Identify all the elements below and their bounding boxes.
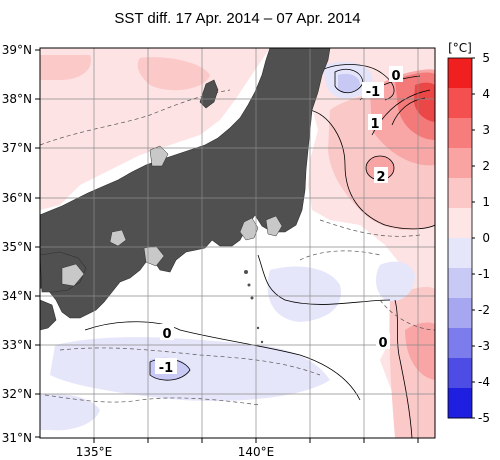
lat-tick-label: 32°N bbox=[2, 387, 32, 401]
contour-line bbox=[379, 299, 435, 331]
colorbar-tick-label: 0 bbox=[482, 231, 490, 245]
colorbar-swatch bbox=[448, 148, 472, 179]
colorbar-tick-label: -1 bbox=[478, 267, 490, 281]
honshu-landmass bbox=[40, 48, 331, 319]
contour-line bbox=[84, 321, 361, 401]
colorbar-swatch bbox=[448, 388, 472, 419]
colorbar-swatch bbox=[448, 178, 472, 209]
lat-tick-label: 36°N bbox=[2, 191, 32, 205]
contour-label: -1 bbox=[159, 361, 173, 376]
latitude-labels: 39°N 38°N 37°N 36°N 35°N 34°N 33°N 32°N … bbox=[2, 43, 32, 445]
lat-tick-label: 34°N bbox=[2, 289, 32, 303]
contour-label: 0 bbox=[391, 69, 400, 84]
lat-tick-label: 37°N bbox=[2, 141, 32, 155]
contour-line bbox=[394, 299, 413, 438]
island bbox=[250, 296, 254, 300]
colorbar-swatch bbox=[448, 208, 472, 239]
colorbar-labels: 5 4 3 2 1 0 -1 -2 -3 -4 -5 bbox=[472, 51, 490, 425]
colorbar-swatch bbox=[448, 268, 472, 299]
bay bbox=[61, 263, 85, 287]
colorbar-swatch bbox=[448, 358, 472, 389]
contour-line bbox=[257, 254, 391, 305]
colorbar-tick-label: -3 bbox=[478, 339, 490, 353]
lake bbox=[109, 229, 127, 247]
bay bbox=[143, 245, 165, 267]
longitude-labels: 135°E 140°E bbox=[76, 445, 275, 459]
map-area: 0 -1 1 2 0 -1 0 bbox=[40, 48, 435, 438]
bay bbox=[265, 215, 283, 237]
map-frame bbox=[39, 47, 436, 439]
colorbar-swatch bbox=[448, 328, 472, 359]
lon-tick-label: 135°E bbox=[76, 445, 113, 459]
bay bbox=[239, 217, 259, 241]
lat-tick-label: 38°N bbox=[2, 92, 32, 106]
colorbar-tick-label: -4 bbox=[478, 375, 490, 389]
colorbar-tick-label: 3 bbox=[482, 123, 490, 137]
small-islands bbox=[244, 270, 264, 344]
island bbox=[260, 340, 264, 344]
colorbar-swatch bbox=[448, 88, 472, 119]
map-title: SST diff. 17 Apr. 2014 – 07 Apr. 2014 bbox=[114, 10, 361, 27]
lake bbox=[149, 145, 169, 167]
contour-line bbox=[299, 250, 381, 261]
graticule bbox=[40, 48, 435, 438]
lon-tick-label: 140°E bbox=[238, 445, 275, 459]
contour-line bbox=[309, 109, 435, 230]
contour-line bbox=[317, 64, 395, 101]
colorbar-tick-label: 2 bbox=[482, 159, 490, 173]
colorbar: [°C] 5 4 3 2 1 0 -1 -2 -3 -4 -5 bbox=[447, 41, 490, 425]
kyushu-landmass bbox=[40, 299, 57, 331]
contour-line bbox=[319, 219, 421, 237]
island bbox=[244, 270, 248, 274]
lat-tick-label: 33°N bbox=[2, 338, 32, 352]
contour-label: 2 bbox=[376, 170, 385, 185]
colorbar-tick-label: 4 bbox=[482, 87, 490, 101]
inland-water bbox=[61, 145, 283, 287]
sado-island bbox=[199, 79, 219, 109]
lat-tick-label: 31°N bbox=[2, 431, 32, 445]
island bbox=[256, 326, 260, 330]
colorbar-swatch bbox=[448, 238, 472, 269]
cold-anomaly-field bbox=[40, 62, 415, 431]
contour-label: 0 bbox=[162, 327, 171, 342]
tick-marks bbox=[35, 49, 419, 443]
island bbox=[247, 283, 251, 287]
colorbar-tick-label: -5 bbox=[478, 411, 490, 425]
contour-labels: 0 -1 1 2 0 -1 0 bbox=[155, 66, 403, 376]
colorbar-swatch bbox=[448, 298, 472, 329]
colorbar-swatch bbox=[448, 118, 472, 149]
contour-label: 0 bbox=[378, 336, 387, 351]
colorbar-tick-label: -2 bbox=[478, 303, 490, 317]
lat-tick-label: 39°N bbox=[2, 43, 32, 57]
colorbar-swatch bbox=[448, 58, 472, 89]
colorbar-tick-label: 1 bbox=[482, 195, 490, 209]
colorbar-blocks bbox=[448, 58, 472, 419]
contour-label: -1 bbox=[366, 85, 380, 100]
lat-tick-label: 35°N bbox=[2, 240, 32, 254]
contour-label: 1 bbox=[370, 117, 379, 132]
contour-line bbox=[59, 347, 321, 376]
colorbar-unit: [°C] bbox=[448, 41, 472, 55]
colorbar-tick-label: 5 bbox=[482, 51, 490, 65]
